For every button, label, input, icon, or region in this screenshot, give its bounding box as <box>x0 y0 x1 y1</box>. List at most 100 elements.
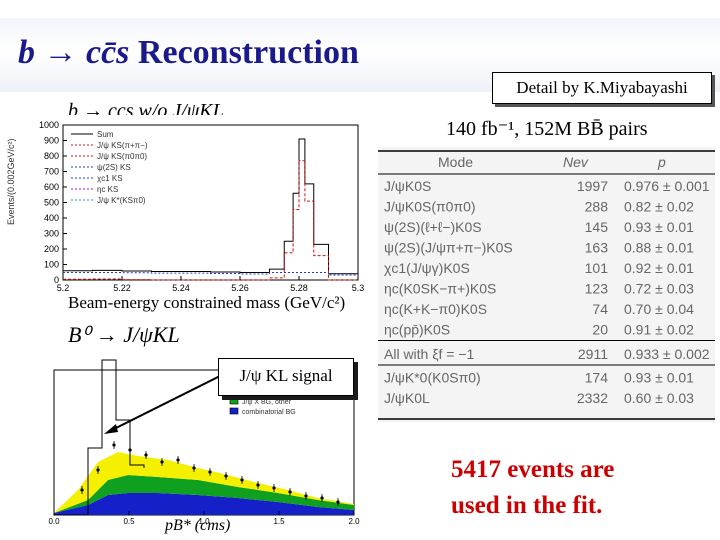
pb-xtick-label: 2.0 <box>348 517 360 525</box>
pb-legend-label: J/ψ X BG, other <box>242 399 292 406</box>
background-series-line <box>63 272 358 276</box>
mbc-ytick-label: 700 <box>44 167 59 177</box>
fit-summary: 5417 events are used in the fit. <box>451 452 614 524</box>
mbc-legend-label: χc1 KS <box>97 174 123 183</box>
table-row: All with ξf = −1 2911 0.933 ± 0.002 <box>384 346 710 362</box>
table-cell-nev: 145 <box>585 219 609 235</box>
table-cell-nev: 20 <box>592 322 608 338</box>
table-cell-p: 0.93 ± 0.01 <box>624 370 694 386</box>
table-cell-nev: 123 <box>585 281 609 297</box>
table-header-nev: Nev <box>563 154 589 170</box>
table-cell-p: 0.93 ± 0.01 <box>624 219 694 235</box>
pb-legend-swatch <box>229 407 239 415</box>
mbc-ytick-label: 0 <box>54 275 59 285</box>
table-row: ηc(pp̄)K0S 20 0.91 ± 0.02 <box>384 322 694 338</box>
title-rest: Reconstruction <box>129 34 359 71</box>
mode-table-svg: Mode Nev p J/ψK0S 1997 0.976 ± 0.001 J/ψK0S(π0… <box>378 150 715 420</box>
table-cell-p: 0.92 ± 0.01 <box>624 260 694 276</box>
mbc-xtick-label: 5.22 <box>113 283 131 293</box>
table-cell-nev: 2911 <box>578 346 608 362</box>
table-cell-mode: J/ψK*0(K0Sπ0) <box>384 370 481 386</box>
mbc-ytick-label: 1000 <box>39 120 59 130</box>
mbc-xtick-label: 5.26 <box>231 283 249 293</box>
table-row: ψ(2S)(ℓ+ℓ−)K0S 145 0.93 ± 0.01 <box>384 219 694 235</box>
mbc-ytick-label: 900 <box>44 136 59 146</box>
table-row: J/ψK0L 2332 0.60 ± 0.03 <box>384 390 694 406</box>
table-row: χc1(J/ψγ)K0S 101 0.92 ± 0.01 <box>384 260 694 276</box>
table-cell-p: 0.70 ± 0.04 <box>624 301 694 317</box>
pb-xtick-label: 0.5 <box>123 517 135 525</box>
table-row: J/ψK0S 1997 0.976 ± 0.001 <box>384 178 710 194</box>
pb-legend-swatch <box>229 397 239 405</box>
table-cell-nev: 101 <box>585 260 609 276</box>
mode-table: Mode Nev p J/ψK0S 1997 0.976 ± 0.001 J/ψK0S(π0… <box>378 147 715 422</box>
pb-xtick-label: 1.0 <box>198 517 210 525</box>
mbc-ytick-label: 400 <box>44 213 59 223</box>
table-cell-p: 0.91 ± 0.02 <box>624 322 694 338</box>
table-cell-p: 0.976 ± 0.001 <box>624 178 710 194</box>
mbc-legend-label: ηc KS <box>97 185 118 194</box>
table-cell-mode: ηc(pp̄)K0S <box>384 322 450 338</box>
mbc-ytick-label: 600 <box>44 182 59 192</box>
jpsi-kl-signal-line <box>54 359 145 516</box>
jpsi-x-other-area <box>54 475 354 513</box>
mbc-ytick-label: 500 <box>44 198 59 208</box>
table-cell-mode: ηc(K0SK−π+)K0S <box>384 281 496 297</box>
mbc-ylabel: Events/(0.002GeV/c²) <box>6 138 16 225</box>
table-cell-p: 0.60 ± 0.03 <box>624 390 694 406</box>
table-cell-nev: 1997 <box>577 178 608 194</box>
page-title: b → cc̄s Reconstruction <box>18 34 359 72</box>
mbc-chart-bg <box>0 115 365 300</box>
table-cell-mode: ηc(K+K−π0)K0S <box>384 301 487 317</box>
mbc-ytick-label: 800 <box>44 151 59 161</box>
table-cell-p: 0.88 ± 0.01 <box>624 240 694 256</box>
mbc-xtick-label: 5.28 <box>290 283 308 293</box>
table-cell-nev: 288 <box>585 199 609 215</box>
mbc-legend-label: J/ψ KS(π+π−) <box>97 141 148 150</box>
table-cell-p: 0.72 ± 0.03 <box>624 281 694 297</box>
table-cell-mode: All with ξf = −1 <box>384 346 475 362</box>
fit-line-2: used in the fit. <box>451 492 603 519</box>
table-cell-mode: J/ψK0L <box>384 390 430 406</box>
mbc-ytick-label: 100 <box>44 260 59 270</box>
mbc-ytick-label: 300 <box>44 229 59 239</box>
table-header-p: p <box>657 154 666 170</box>
jpsi-ks-series-line <box>63 160 358 281</box>
title-main: b → cc̄s <box>18 34 130 71</box>
table-cell-p: 0.82 ± 0.02 <box>624 199 694 215</box>
pb-xtick-label: 1.5 <box>273 517 285 525</box>
fit-line-1: 5417 events are <box>451 456 615 483</box>
table-header-mode: Mode <box>438 154 473 170</box>
mbc-legend-label: J/ψ K*(KSπ0) <box>97 196 146 205</box>
signal-callout: J/ψ KL signal <box>218 358 354 396</box>
table-cell-p: 0.933 ± 0.002 <box>624 346 710 362</box>
mbc-xtick-label: 5.24 <box>172 283 190 293</box>
signal-arrow <box>107 372 227 433</box>
table-cell-mode: χc1(J/ψγ)K0S <box>384 260 470 276</box>
mbc-legend-label: Sum <box>97 130 114 139</box>
table-row: J/ψK*0(K0Sπ0) 174 0.93 ± 0.01 <box>384 370 694 386</box>
mbc-legend-label: J/ψ KS(π0π0) <box>97 152 147 161</box>
mbc-chart: 0 100 200 300 400 500 600 700 800 900 1000 5.2 5.22… <box>0 115 365 300</box>
table-cell-mode: J/ψK0S <box>384 178 431 194</box>
mbc-xtick-label: 5.3 <box>352 283 365 293</box>
table-cell-mode: ψ(2S)(J/ψπ+π−)K0S <box>384 240 513 256</box>
table-cell-nev: 74 <box>592 301 608 317</box>
table-cell-mode: ψ(2S)(ℓ+ℓ−)K0S <box>384 219 482 235</box>
pb-legend-label: combinatorial BG <box>242 409 296 416</box>
sum-series-line <box>63 138 358 275</box>
pb-xtick-label: 0.0 <box>48 517 60 525</box>
table-row: J/ψK0S(π0π0) 288 0.82 ± 0.02 <box>384 199 694 215</box>
table-row: ηc(K+K−π0)K0S 74 0.70 ± 0.04 <box>384 301 694 317</box>
signal-arrow-head <box>104 424 118 434</box>
mbc-xtick-label: 5.2 <box>57 283 70 293</box>
stats-text: 140 fb⁻¹, 152M BB̄ pairs <box>446 118 648 140</box>
mbc-ytick-label: 200 <box>44 244 59 254</box>
table-cell-mode: J/ψK0S(π0π0) <box>384 199 476 215</box>
jpsi-x-kl-area <box>54 452 354 513</box>
combinatorial-bg-area <box>54 493 354 515</box>
table-cell-nev: 163 <box>585 240 609 256</box>
detail-badge: Detail by K.Miyabayashi <box>492 72 712 104</box>
b0-label: B⁰ → J/ψKL <box>68 322 180 347</box>
mbc-legend-label: ψ(2S) KS <box>97 163 131 172</box>
